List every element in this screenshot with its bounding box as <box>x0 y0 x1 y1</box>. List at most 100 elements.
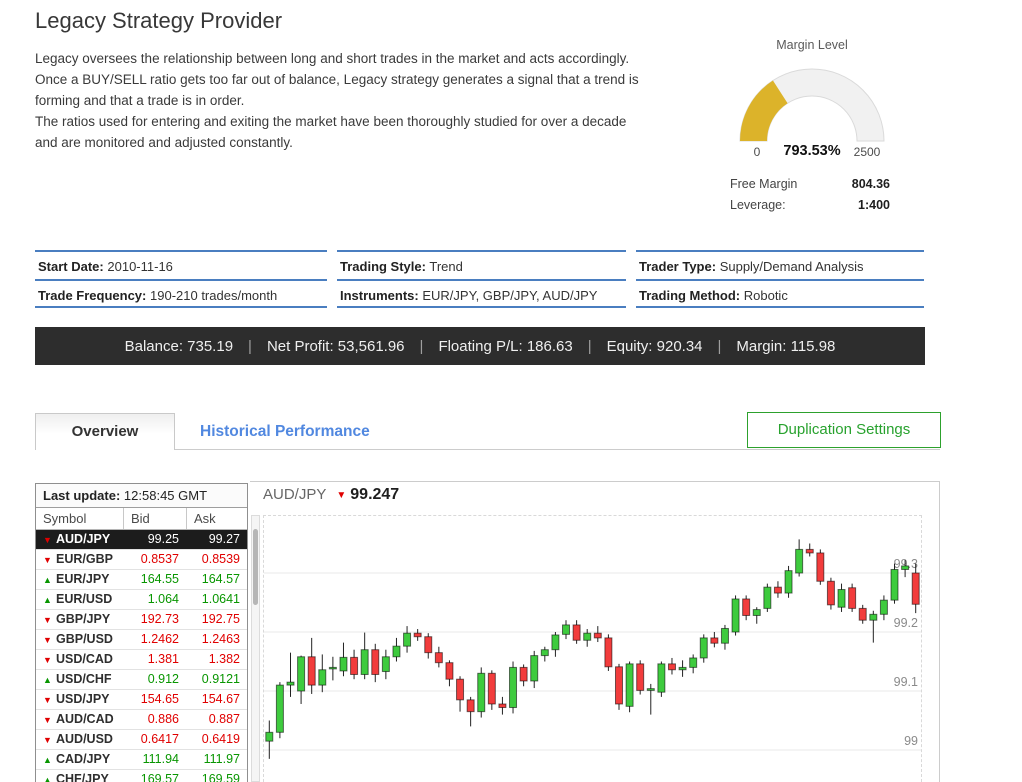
quote-row-eur-gbp[interactable]: ▼ EUR/GBP 0.8537 0.8539 <box>36 550 247 570</box>
up-arrow-icon: ▲ <box>43 775 52 782</box>
gauge-value-label: 793.53% <box>783 143 841 159</box>
info-trader-type: Trader Type: Supply/Demand Analysis <box>636 250 924 279</box>
quote-row-usd-jpy[interactable]: ▼ USD/JPY 154.65 154.67 <box>36 690 247 710</box>
candle-up <box>678 666 687 671</box>
quotes-scrollbar[interactable] <box>251 515 260 782</box>
quotes-scrollbar-thumb[interactable] <box>253 529 258 605</box>
quote-row-usd-cad[interactable]: ▼ USD/CAD 1.381 1.382 <box>36 650 247 670</box>
quote-bid: 169.57 <box>140 772 179 782</box>
candle-up <box>720 627 729 644</box>
free-margin-value: 804.36 <box>851 177 890 191</box>
quotes-body: ▼ AUD/JPY 99.25 99.27 ▼ EUR/GBP 0.8537 0.8539 ▲ E… <box>36 530 247 782</box>
tab-overview[interactable]: Overview <box>35 413 175 450</box>
candle-up <box>625 663 634 707</box>
separator: | <box>419 337 424 355</box>
candle-down <box>816 552 825 582</box>
y-axis-tick-label: 99.1 <box>894 675 918 689</box>
candle-down <box>614 666 623 705</box>
info-fields: Start Date: 2010-11-16 Trading Style: Tr… <box>35 250 924 308</box>
candlestick-chart[interactable]: 99.3 99.2 99.1 99 <box>263 515 922 782</box>
candle-down <box>604 637 613 668</box>
quote-bid: 111.94 <box>142 752 179 766</box>
quote-symbol: USD/CAD <box>56 652 113 666</box>
quotes-table: Last update: 12:58:45 GMT Symbol Bid Ask… <box>35 483 248 782</box>
info-start-date: Start Date: 2010-11-16 <box>35 250 327 279</box>
leverage-label: Leverage: <box>730 198 786 212</box>
up-arrow-icon: ▲ <box>43 575 52 585</box>
candle-up <box>583 632 592 641</box>
quote-row-usd-chf[interactable]: ▲ USD/CHF 0.912 0.9121 <box>36 670 247 690</box>
quote-ask: 154.67 <box>201 692 240 706</box>
candle-down <box>848 587 857 609</box>
candle-up <box>360 649 369 675</box>
quote-ask: 99.27 <box>208 532 240 546</box>
candle-up <box>339 656 348 672</box>
quote-row-eur-jpy[interactable]: ▲ EUR/JPY 164.55 164.57 <box>36 570 247 590</box>
candle-up <box>530 655 539 682</box>
candle-up <box>837 589 846 608</box>
quote-symbol: AUD/JPY <box>56 532 111 546</box>
info-trading-style: Trading Style: Trend <box>337 250 626 279</box>
chart-last-price: 99.247 <box>350 486 400 503</box>
chart-symbol: AUD/JPY <box>263 486 327 503</box>
quote-ask: 1.382 <box>208 652 240 666</box>
candle-up <box>763 586 772 609</box>
free-margin-row: Free Margin 804.36 <box>730 177 890 192</box>
candle-down <box>911 572 920 605</box>
quote-row-aud-jpy[interactable]: ▼ AUD/JPY 99.25 99.27 <box>36 530 247 550</box>
gauge-max-label: 2500 <box>853 145 881 159</box>
balance-bar-item: Margin: 115.98 <box>736 337 836 355</box>
candle-up <box>265 731 274 742</box>
candle-down <box>445 662 454 680</box>
duplication-settings-button[interactable]: Duplication Settings <box>747 412 941 448</box>
candle-down <box>710 637 719 644</box>
quote-bid: 0.912 <box>147 672 179 686</box>
candle-up <box>752 609 761 616</box>
y-axis-tick-label: 99 <box>904 734 918 748</box>
quote-bid: 154.65 <box>140 692 179 706</box>
quote-symbol: AUD/CAD <box>56 712 114 726</box>
y-axis-tick-label: 99.3 <box>894 557 918 571</box>
candle-up <box>477 672 486 713</box>
candle-up <box>657 663 666 693</box>
candle-up <box>318 669 327 686</box>
quote-row-gbp-jpy[interactable]: ▼ GBP/JPY 192.73 192.75 <box>36 610 247 630</box>
price-down-arrow-icon: ▼ <box>336 490 347 501</box>
info-instruments: Instruments: EUR/JPY, GBP/JPY, AUD/JPY <box>337 279 626 308</box>
candle-down <box>593 632 602 639</box>
gauge-min-label: 0 <box>753 145 761 159</box>
separator: | <box>717 337 722 355</box>
candle-down <box>350 656 359 675</box>
quote-symbol: EUR/JPY <box>56 572 110 586</box>
quote-row-eur-usd[interactable]: ▲ EUR/USD 1.064 1.0641 <box>36 590 247 610</box>
balance-bar-item: Equity: 920.34 <box>606 337 703 355</box>
info-trading-method: Trading Method: Robotic <box>636 279 924 308</box>
candle-down <box>424 636 433 654</box>
quote-symbol: EUR/USD <box>56 592 113 606</box>
down-arrow-icon: ▼ <box>43 655 52 665</box>
quote-symbol: USD/JPY <box>56 692 110 706</box>
candle-up <box>297 656 306 692</box>
gauge-fill-arc <box>740 80 788 141</box>
quote-row-aud-usd[interactable]: ▼ AUD/USD 0.6417 0.6419 <box>36 730 247 750</box>
tab-historical-performance[interactable]: Historical Performance <box>200 423 370 440</box>
quote-symbol: GBP/JPY <box>56 612 111 626</box>
account-summary: Free Margin 804.36 Leverage: 1:400 <box>730 177 890 219</box>
candle-up <box>879 599 888 615</box>
candle-up <box>795 548 804 574</box>
quote-bid: 0.6417 <box>140 732 179 746</box>
last-update-value: 12:58:45 GMT <box>123 488 208 503</box>
quote-row-aud-cad[interactable]: ▼ AUD/CAD 0.886 0.887 <box>36 710 247 730</box>
last-update-label: Last update: <box>43 488 121 503</box>
candle-up <box>275 684 284 733</box>
down-arrow-icon: ▼ <box>43 615 52 625</box>
quote-row-gbp-usd[interactable]: ▼ GBP/USD 1.2462 1.2463 <box>36 630 247 650</box>
quote-row-chf-jpy[interactable]: ▲ CHF/JPY 169.57 169.59 <box>36 770 247 782</box>
quote-bid: 0.8537 <box>140 552 179 566</box>
separator: | <box>587 337 592 355</box>
quote-bid: 1.381 <box>147 652 179 666</box>
quote-row-cad-jpy[interactable]: ▲ CAD/JPY 111.94 111.97 <box>36 750 247 770</box>
candle-down <box>498 703 507 709</box>
quote-ask: 1.0641 <box>201 592 240 606</box>
margin-level-gauge <box>739 68 885 142</box>
